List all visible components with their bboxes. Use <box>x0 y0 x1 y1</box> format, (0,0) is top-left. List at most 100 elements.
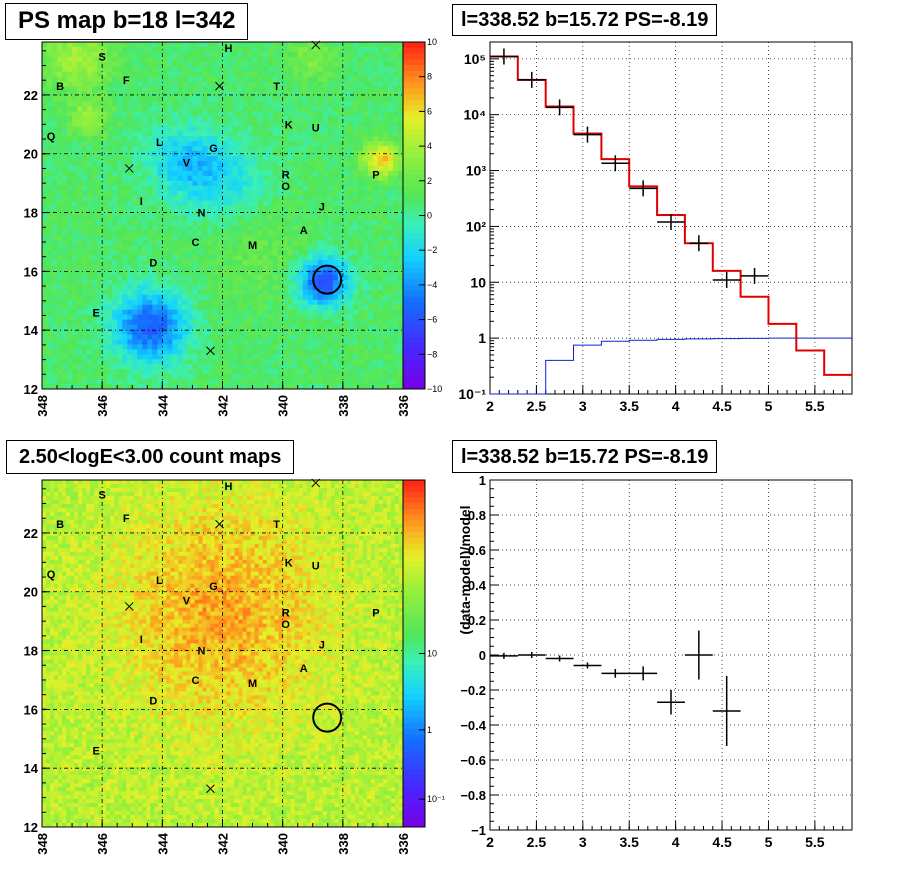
heatmap-cell <box>212 329 218 335</box>
heatmap-cell <box>42 156 48 162</box>
heatmap-cell <box>262 339 269 345</box>
heatmap-cell <box>162 329 168 335</box>
heatmap-cell <box>342 160 349 167</box>
heatmap-cell <box>162 215 168 221</box>
heatmap-cell <box>397 274 404 281</box>
heatmap-cell <box>132 294 138 301</box>
heatmap-cell <box>292 294 299 301</box>
heatmap-cell <box>312 91 319 97</box>
heatmap-cell <box>52 160 58 167</box>
heatmap-cell <box>62 71 68 78</box>
heatmap-cell <box>167 294 173 301</box>
heatmap-cell <box>72 136 78 142</box>
heatmap-cell <box>182 304 188 311</box>
heatmap-cell <box>382 126 389 132</box>
heatmap-cell <box>282 76 289 83</box>
heatmap-cell <box>67 265 73 271</box>
heatmap-cell <box>217 309 223 316</box>
heatmap-cell <box>237 106 243 112</box>
heatmap-cell <box>72 175 78 182</box>
heatmap-cell <box>307 121 314 127</box>
heatmap-cell <box>322 200 329 206</box>
heatmap-cell <box>147 86 153 92</box>
heatmap-cell <box>257 339 264 345</box>
heatmap-cell <box>152 250 158 256</box>
heatmap-cell <box>347 354 354 360</box>
heatmap-cell <box>242 334 248 340</box>
heatmap-cell <box>317 334 324 340</box>
heatmap-cell <box>342 314 349 320</box>
heatmap-cell <box>352 255 359 261</box>
heatmap-cell <box>142 76 148 83</box>
heatmap-cell <box>82 190 88 197</box>
heatmap-cell <box>212 235 218 241</box>
heatmap-cell <box>137 96 143 102</box>
heatmap-cell <box>362 354 369 360</box>
heatmap-cell <box>352 220 359 226</box>
heatmap-cell <box>122 230 128 236</box>
heatmap-cell <box>122 319 128 325</box>
heatmap-cell <box>252 160 258 167</box>
heatmap-cell <box>262 354 269 360</box>
heatmap-cell <box>252 324 258 330</box>
heatmap-cell <box>357 210 364 216</box>
heatmap-cell <box>117 369 123 375</box>
heatmap-cell <box>47 235 53 241</box>
heatmap-cell <box>347 46 354 53</box>
heatmap-cell <box>137 56 143 63</box>
heatmap-cell <box>82 279 88 286</box>
heatmap-cell <box>322 220 329 226</box>
heatmap-cell <box>202 101 208 107</box>
heatmap-cell <box>147 195 153 202</box>
heatmap-cell <box>187 334 193 340</box>
heatmap-cell <box>197 354 203 360</box>
heatmap-cell <box>107 289 113 296</box>
heatmap-cell <box>382 379 389 385</box>
heatmap-cell <box>322 319 329 325</box>
heatmap-cell <box>87 190 93 197</box>
heatmap-cell <box>197 220 203 226</box>
heatmap-cell <box>72 96 78 102</box>
heatmap-cell <box>332 215 339 221</box>
heatmap-cell <box>307 61 314 68</box>
heatmap-cell <box>312 225 319 231</box>
heatmap-cell <box>232 165 238 172</box>
heatmap-cell <box>152 319 158 325</box>
heatmap-cell <box>312 294 319 301</box>
heatmap-cell <box>262 121 269 127</box>
heatmap-cell <box>387 61 394 68</box>
heatmap-cell <box>327 56 334 63</box>
heatmap-cell <box>82 42 88 48</box>
heatmap-cell <box>257 220 264 226</box>
heatmap-cell <box>252 230 258 236</box>
heatmap-cell <box>397 210 404 216</box>
heatmap-cell <box>122 369 128 375</box>
heatmap-cell <box>272 274 279 281</box>
heatmap-cell <box>182 66 188 73</box>
heatmap-cell <box>342 309 349 316</box>
heatmap-cell <box>242 245 248 251</box>
heatmap-cell <box>92 339 98 345</box>
heatmap-cell <box>72 245 78 251</box>
heatmap-cell <box>167 374 173 380</box>
heatmap-cell <box>87 274 93 281</box>
heatmap-cell <box>322 81 329 88</box>
heatmap-cell <box>222 379 228 385</box>
heatmap-cell <box>157 46 163 53</box>
heatmap-cell <box>322 76 329 83</box>
heatmap-cell <box>197 379 203 385</box>
heatmap-cell <box>77 235 83 241</box>
heatmap-cell <box>192 56 198 63</box>
heatmap-cell <box>107 309 113 316</box>
heatmap-cell <box>127 220 133 226</box>
heatmap-cell <box>307 309 314 316</box>
heatmap-cell <box>372 146 379 152</box>
heatmap-cell <box>62 210 68 216</box>
heatmap-cell <box>217 46 223 53</box>
heatmap-cell <box>377 319 384 325</box>
heatmap-cell <box>97 170 103 177</box>
heatmap-cell <box>362 116 369 122</box>
heatmap-cell <box>252 195 258 202</box>
heatmap-cell <box>397 66 404 73</box>
heatmap-cell <box>352 349 359 355</box>
